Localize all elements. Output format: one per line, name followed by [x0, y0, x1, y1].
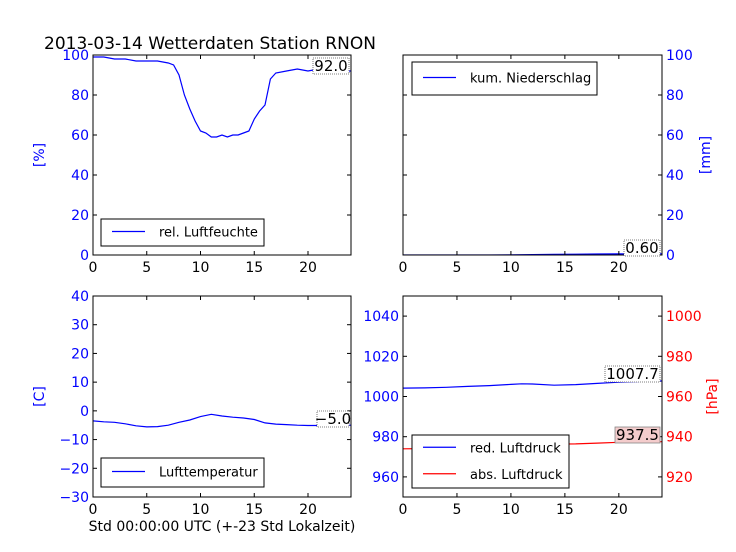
- y-tick-label-precipitation: 40: [666, 168, 684, 184]
- current-value-humidity: 92.0: [314, 57, 347, 75]
- current-value-temperature: −5.0: [315, 410, 351, 428]
- x-tick-label-humidity: 0: [89, 260, 98, 276]
- y-tick-label-temperature: −20: [59, 461, 89, 477]
- y-tick-label-temperature: 40: [71, 289, 89, 305]
- x-tick-label-pressure: 5: [452, 502, 461, 518]
- current-value-box-precipitation: [623, 239, 661, 257]
- y2-tick-label-pressure: 1000: [666, 309, 702, 325]
- y-tick-label-precipitation: 20: [666, 208, 684, 224]
- current-value-box-2-pressure: [614, 426, 661, 444]
- current-value-box-temperature: [316, 410, 350, 428]
- y-tick-label-humidity: 80: [71, 88, 89, 104]
- current-value-box-humidity: [312, 57, 350, 75]
- y-tick-label-humidity: 60: [71, 128, 89, 144]
- chart-humidity: 0 5 10 15 20 0 20 40 60 80 100 [%] rel. Luftfeuchte 9…: [32, 48, 352, 276]
- plot-frame-humidity: [92, 54, 352, 256]
- figure-title: 2013-03-14 Wetterdaten Station RNON: [44, 34, 376, 54]
- y2-tick-label-pressure: 960: [666, 390, 693, 406]
- y-tick-label-humidity: 0: [80, 248, 89, 264]
- y-tick-label-temperature: 0: [80, 404, 89, 420]
- current-value-box-pressure: [604, 365, 661, 383]
- y-tick-label-temperature: 30: [71, 318, 89, 334]
- current-value-precipitation: 0.60: [625, 239, 658, 257]
- x-tick-label-temperature: 15: [245, 502, 263, 518]
- legend-label-humidity: rel. Luftfeuchte: [159, 226, 258, 241]
- legend-label-precipitation: kum. Niederschlag: [470, 72, 591, 87]
- y-axis-label-temperature: [C]: [32, 386, 48, 407]
- y-axis-label-precipitation: [mm]: [698, 136, 714, 174]
- x-tick-label-precipitation: 0: [399, 260, 408, 276]
- y-tick-label-temperature: 20: [71, 346, 89, 362]
- x-tick-label-temperature: 20: [299, 502, 317, 518]
- x-tick-label-pressure: 0: [399, 502, 408, 518]
- x-tick-label-humidity: 5: [142, 260, 151, 276]
- y2-tick-label-pressure: 940: [666, 430, 693, 446]
- chart-pressure: 0 5 10 15 20 960 980 1000 1020 1040 920 940 960 980 10…: [363, 295, 721, 518]
- y-tick-label-pressure: 1000: [363, 390, 399, 406]
- legend-box-humidity: [100, 218, 265, 247]
- x-tick-label-humidity: 15: [245, 260, 263, 276]
- x-tick-label-temperature: 10: [192, 502, 210, 518]
- y-tick-label-humidity: 20: [71, 208, 89, 224]
- current-value-pressure: 1007.7: [606, 365, 659, 383]
- y-axis-label-humidity: [%]: [32, 143, 48, 167]
- legend-box-precipitation: [411, 61, 598, 96]
- y-tick-label-precipitation: 60: [666, 128, 684, 144]
- x-tick-label-precipitation: 20: [610, 260, 628, 276]
- series-line-temperature-lufttemperatur: [93, 413, 351, 428]
- x-tick-label-precipitation: 15: [556, 260, 574, 276]
- x-tick-label-pressure: 20: [610, 502, 628, 518]
- x-tick-label-pressure: 10: [502, 502, 520, 518]
- legend-label-pressure: abs. Luftdruck: [470, 468, 563, 483]
- current-value-2-pressure: 937.5: [616, 426, 659, 444]
- y-tick-label-temperature: −10: [59, 433, 89, 449]
- y-tick-label-humidity: 40: [71, 168, 89, 184]
- y-tick-label-pressure: 1020: [363, 349, 399, 365]
- y2-tick-label-pressure: 980: [666, 349, 693, 365]
- legend-box-temperature: [100, 457, 265, 488]
- x-tick-label-humidity: 10: [192, 260, 210, 276]
- plot-frame-precipitation: [402, 54, 663, 256]
- plot-frame-temperature: [92, 295, 352, 498]
- y-tick-label-pressure: 980: [372, 430, 399, 446]
- x-tick-label-precipitation: 10: [502, 260, 520, 276]
- x-tick-label-precipitation: 5: [452, 260, 461, 276]
- time-axis-label: Std 00:00:00 UTC (+-23 Std Lokalzeit): [89, 519, 356, 535]
- x-tick-label-humidity: 20: [299, 260, 317, 276]
- legend-label-temperature: Lufttemperatur: [159, 466, 258, 481]
- legend-box-pressure: [411, 434, 570, 489]
- y-tick-label-humidity: 100: [62, 48, 89, 64]
- x-tick-label-temperature: 5: [142, 502, 151, 518]
- y-tick-label-precipitation: 100: [666, 48, 693, 64]
- x-tick-label-temperature: 0: [89, 502, 98, 518]
- y-tick-label-pressure: 1040: [363, 309, 399, 325]
- y2-axis-label-pressure: [hPa]: [705, 378, 721, 414]
- y-tick-label-precipitation: 0: [666, 248, 675, 264]
- series-line-humidity-rel-luftfeuchte: [93, 56, 351, 138]
- y-tick-label-pressure: 960: [372, 470, 399, 486]
- y-tick-label-temperature: −30: [59, 490, 89, 506]
- y-tick-label-precipitation: 80: [666, 88, 684, 104]
- x-tick-label-pressure: 15: [556, 502, 574, 518]
- chart-temperature: 0 5 10 15 20 −30 −20 −10 0 10 20 30 40 [C] Lufttempera…: [32, 289, 352, 518]
- y-tick-label-temperature: 10: [71, 375, 89, 391]
- legend-label-pressure: red. Luftdruck: [470, 441, 561, 456]
- chart-precipitation: 0 5 10 15 20 0 20 40 60 80 100 [mm] kum. Niederschla…: [399, 48, 714, 276]
- series-line-pressure-red-luftdruck: [403, 380, 662, 389]
- y2-tick-label-pressure: 920: [666, 470, 693, 486]
